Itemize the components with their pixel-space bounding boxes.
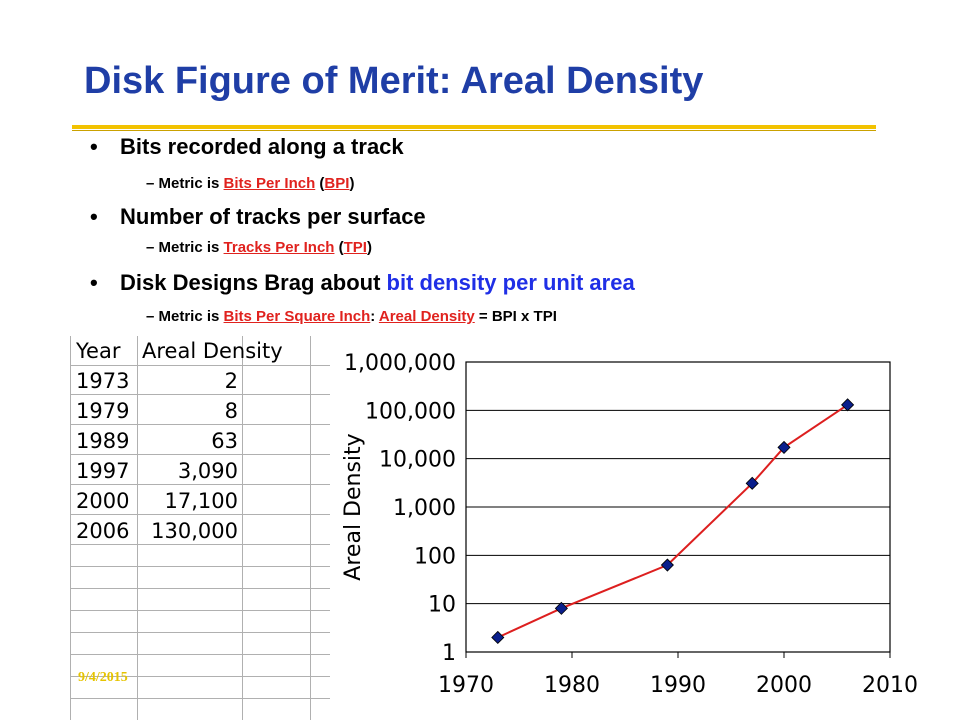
sub-bullet-3-prefix: Metric is [158,308,224,325]
table-cell-year: 1997 [76,459,130,483]
sub-bullet-1-mid: ( [315,175,325,192]
bullet-3-highlight: bit density per unit area [386,270,635,295]
sub-bullet-dash: – [146,308,155,325]
sub-bullet-2-mid: ( [334,239,344,256]
tpi-link[interactable]: TPI [343,239,367,256]
sub-bullet-1-prefix: Metric is [158,175,224,192]
bpi-link[interactable]: BPI [324,175,350,192]
series-line [497,403,849,639]
sub-bullet-dash: – [146,175,155,192]
data-point [841,398,855,412]
title-rule-shadow [72,130,876,131]
bullet-3: • Disk Designs Brag about bit density pe… [90,270,635,296]
grid-line [70,424,330,425]
bits-per-square-inch-link[interactable]: Bits Per Square Inch [223,308,371,325]
grid-line [70,394,330,395]
grid-line [70,484,330,485]
sub-bullet-3: – Metric is Bits Per Square Inch: Areal … [146,308,557,325]
sub-bullet-dash: – [146,239,155,256]
bullet-3-prefix: Disk Designs Brag about [120,270,387,295]
bullet-1-text: Bits recorded along a track [120,134,404,159]
slide-date: 9/4/2015 [78,670,128,685]
sub-bullet-2-suffix: ) [366,239,372,256]
slide-title: Disk Figure of Merit: Areal Density [84,60,704,102]
tracks-per-inch-link[interactable]: Tracks Per Inch [223,239,335,256]
sub-bullet-1: – Metric is Bits Per Inch (BPI) [146,175,354,192]
y-tick-label: 10,000 [379,448,456,473]
sub-bullet-2-prefix: Metric is [158,239,224,256]
table-cell-density: 17,100 [164,489,238,513]
bullet-marker: • [90,204,98,229]
grid-line [70,654,330,655]
grid-line [70,365,330,366]
bullet-1: • Bits recorded along a track [90,134,404,160]
areal-density-chart: 1 10 100 1,000 10,000 100,000 1,000,000 1970 198… [330,336,960,720]
sub-bullet-3-suffix: = BPI x TPI [474,308,557,325]
table-cell-year: 1989 [76,429,130,453]
y-tick-label: 1,000 [393,496,456,521]
title-rule [72,125,876,129]
y-tick-label: 1 [442,641,456,666]
table-cell-year: 1973 [76,369,130,393]
data-point [660,558,674,572]
x-tick-label: 1980 [544,673,600,698]
data-point [777,440,791,454]
y-axis-label: Areal Density [341,433,366,580]
grid-line [70,514,330,515]
data-point [554,601,568,615]
table-cell-density: 3,090 [177,459,238,483]
grid-line [70,610,330,611]
grid-line [310,336,311,720]
data-point [745,476,759,490]
grid-line [70,454,330,455]
grid-line [70,698,330,699]
bullet-2-text: Number of tracks per surface [120,204,426,229]
table-cell-density: 8 [224,399,238,423]
bits-per-inch-link[interactable]: Bits Per Inch [223,175,316,192]
grid-line [70,588,330,589]
bullet-marker: • [90,270,98,295]
bullet-marker: • [90,134,98,159]
grid-line [70,676,330,677]
x-tick-label: 2000 [756,673,812,698]
sub-bullet-2: – Metric is Tracks Per Inch (TPI) [146,239,372,256]
grid-line [70,544,330,545]
x-tick-label: 2010 [862,673,918,698]
sub-bullet-3-mid: : [370,308,379,325]
y-tick-label: 100 [414,544,456,569]
table-cell-density: 130,000 [151,519,238,543]
chart-svg: 1 10 100 1,000 10,000 100,000 1,000,000 1970 198… [341,351,918,698]
y-tick-label: 100,000 [365,399,456,424]
areal-density-link[interactable]: Areal Density [378,308,475,325]
grid-line [242,336,243,720]
grid-line [137,336,138,720]
sub-bullet-1-suffix: ) [349,175,355,192]
table-header-areal-density: Areal Density [142,339,283,363]
bullet-2: • Number of tracks per surface [90,204,426,230]
x-tick-label: 1990 [650,673,706,698]
table-cell-year: 2000 [76,489,130,513]
table-header-year: Year [76,339,121,363]
table-cell-density: 63 [211,429,238,453]
y-tick-label: 10 [428,593,456,618]
table-cell-year: 1979 [76,399,130,423]
data-point [491,630,505,645]
table-cell-density: 2 [224,369,238,393]
grid-line [70,566,330,567]
grid-line [70,632,330,633]
table-cell-year: 2006 [76,519,130,543]
x-tick-label: 1970 [438,673,494,698]
grid-line [70,336,71,720]
y-tick-label: 1,000,000 [344,351,456,376]
